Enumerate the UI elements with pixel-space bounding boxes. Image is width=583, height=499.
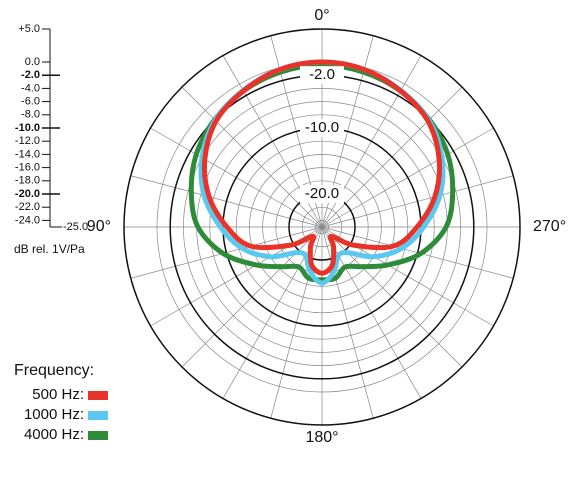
r-tick-label: -6.0 xyxy=(21,96,40,108)
angle-label: 0° xyxy=(314,7,329,24)
angle-label: 270° xyxy=(533,218,566,235)
ring-label-bg xyxy=(300,66,344,85)
r-tick-label: 0.0 xyxy=(25,56,40,68)
legend-swatch xyxy=(88,411,108,420)
ring-label-bg xyxy=(300,119,344,137)
r-tick-label: -4.0 xyxy=(21,82,40,94)
ring xyxy=(249,154,395,300)
r-tick-label: +5.0 xyxy=(18,23,40,35)
r-tick-label: -14.0 xyxy=(15,148,40,160)
ring-label: -2.0 xyxy=(309,66,335,83)
legend-label: 4000 Hz: xyxy=(24,426,84,443)
ring xyxy=(301,206,343,248)
r-tick-label: -20.0 xyxy=(15,188,40,200)
ring xyxy=(315,220,329,234)
r-tick-label: -25.0 xyxy=(63,221,88,233)
legend-title: Frequency: xyxy=(14,362,94,379)
ring-label: -20.0 xyxy=(305,185,339,202)
r-axis-label: dB rel. 1V/Pa xyxy=(14,242,85,256)
pattern-line xyxy=(202,59,442,276)
r-tick-label: -2.0 xyxy=(21,69,40,81)
r-tick-label: -18.0 xyxy=(15,175,40,187)
ring xyxy=(235,140,409,314)
angle-label: 180° xyxy=(305,429,338,446)
pattern-line xyxy=(198,59,446,286)
ring-label: -10.0 xyxy=(305,119,339,136)
r-tick-label: -22.0 xyxy=(15,201,40,213)
r-tick-label: -8.0 xyxy=(21,109,40,121)
ring xyxy=(262,167,382,287)
legend-swatch xyxy=(88,431,108,440)
ring xyxy=(209,114,435,340)
pattern-line xyxy=(188,62,456,283)
legend-label: 1000 Hz: xyxy=(24,406,84,423)
angle-label: 90° xyxy=(87,218,111,235)
r-tick-label: -12.0 xyxy=(15,135,40,147)
legend-swatch xyxy=(88,391,108,400)
r-tick-label: -24.0 xyxy=(15,214,40,226)
r-tick-label: -10.0 xyxy=(15,122,40,134)
ring xyxy=(183,88,461,366)
legend-label: 500 Hz: xyxy=(32,386,84,403)
ring-label-bg xyxy=(300,185,344,203)
ring xyxy=(123,28,521,426)
r-tick-label: -16.0 xyxy=(15,162,40,174)
